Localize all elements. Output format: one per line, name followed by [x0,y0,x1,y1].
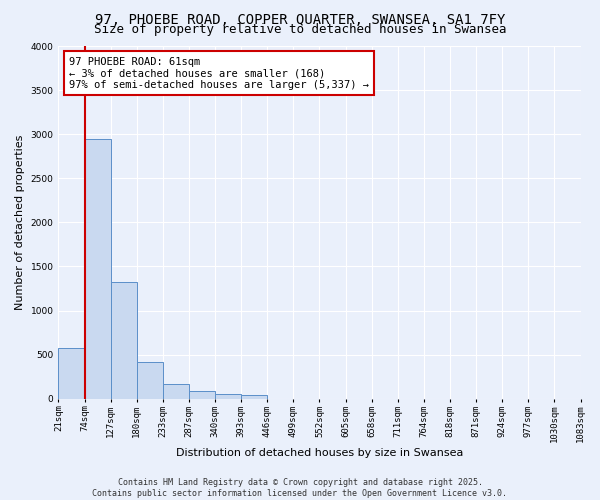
Bar [241,395,267,399]
Bar [189,392,215,399]
Text: 97, PHOEBE ROAD, COPPER QUARTER, SWANSEA, SA1 7FY: 97, PHOEBE ROAD, COPPER QUARTER, SWANSEA… [95,12,505,26]
Bar [137,362,163,399]
Bar [110,282,137,399]
Text: Size of property relative to detached houses in Swansea: Size of property relative to detached ho… [94,22,506,36]
Bar [85,140,110,399]
Bar [58,348,85,399]
Text: 97 PHOEBE ROAD: 61sqm
← 3% of detached houses are smaller (168)
97% of semi-deta: 97 PHOEBE ROAD: 61sqm ← 3% of detached h… [69,56,369,90]
Bar [215,394,241,399]
Text: Contains HM Land Registry data © Crown copyright and database right 2025.
Contai: Contains HM Land Registry data © Crown c… [92,478,508,498]
Bar [163,384,189,399]
Y-axis label: Number of detached properties: Number of detached properties [15,134,25,310]
X-axis label: Distribution of detached houses by size in Swansea: Distribution of detached houses by size … [176,448,463,458]
